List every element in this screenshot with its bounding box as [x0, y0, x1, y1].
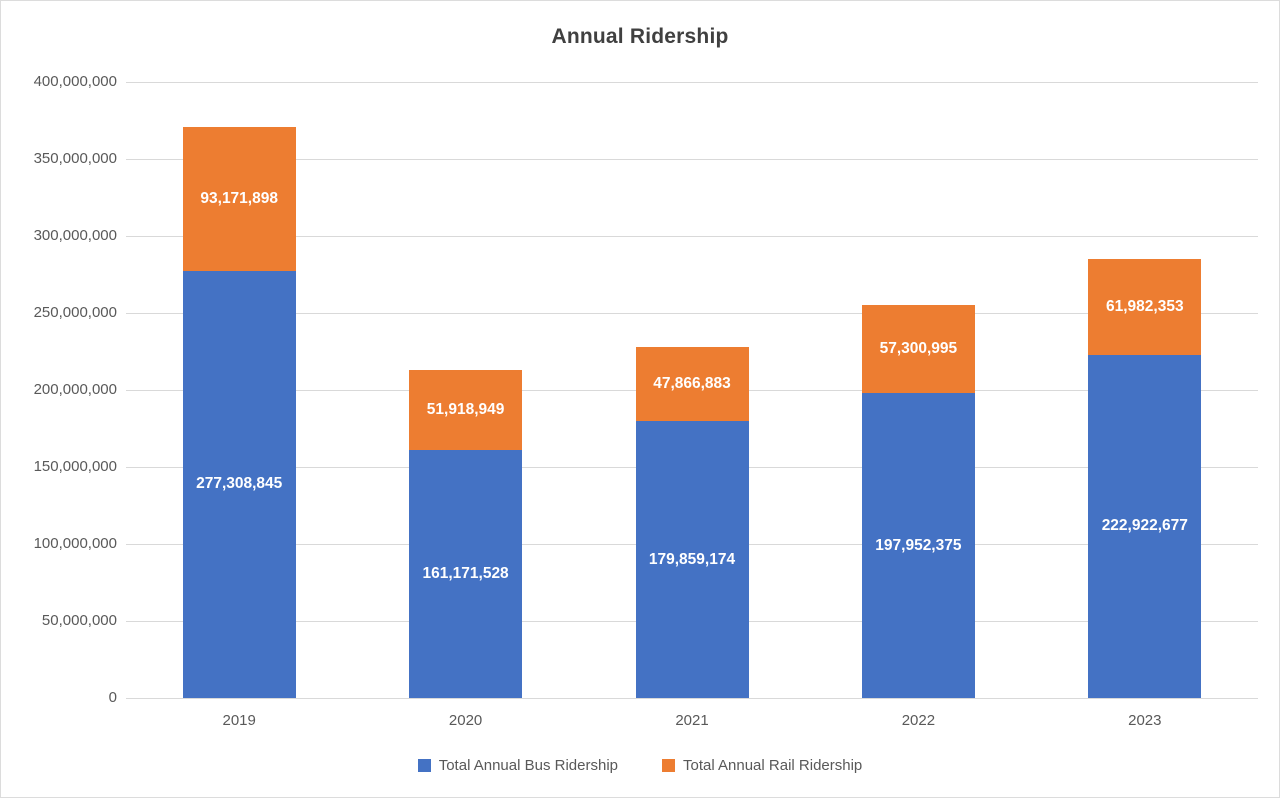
bar-segment: 197,952,375	[861, 393, 975, 698]
gridline	[126, 312, 1258, 314]
bar-2022: 197,952,375 57,300,995	[861, 82, 975, 698]
bus-legend-swatch-icon	[417, 759, 431, 772]
segment-data-label: 51,918,949	[426, 400, 505, 418]
bar-2020: 161,171,528 51,918,949	[409, 82, 523, 698]
rail-legend-swatch-icon	[662, 759, 675, 772]
x-category-label: 2019	[222, 712, 256, 729]
bar-2021: 179,859,174 47,866,883	[635, 82, 749, 698]
bar-segment: 51,918,949	[409, 369, 523, 450]
bar-2019: 277,308,845 93,171,898	[182, 82, 296, 698]
legend-label-bus: Total Annual Bus Ridership	[438, 757, 618, 774]
legend-label-rail: Total Annual Rail Ridership	[683, 757, 863, 774]
legend: Total Annual Bus Ridership Total Annual …	[1, 757, 1279, 774]
segment-data-label: 161,171,528	[422, 564, 509, 582]
bar-segment: 277,308,845	[182, 270, 296, 698]
segment-data-label: 179,859,174	[648, 550, 736, 568]
bar-2023: 222,922,677 61,982,353	[1088, 82, 1202, 698]
segment-data-label: 47,866,883	[653, 375, 731, 393]
segment-data-label: 197,952,375	[875, 536, 962, 554]
x-category-label: 2021	[675, 712, 709, 729]
bar-segment: 61,982,353	[1088, 259, 1202, 355]
y-tick-label: 300,000,000	[33, 227, 117, 244]
bar-segment: 222,922,677	[1088, 354, 1202, 698]
segment-data-label: 277,308,845	[196, 475, 283, 493]
segment-data-label: 222,922,677	[1101, 517, 1188, 535]
y-tick-label: 100,000,000	[33, 535, 117, 552]
y-tick-label: 400,000,000	[33, 73, 117, 90]
gridline	[126, 697, 1258, 699]
y-tick-label: 150,000,000	[33, 458, 117, 475]
bar-segment: 93,171,898	[182, 127, 296, 271]
chart-title: Annual Ridership	[551, 25, 729, 48]
y-tick-label: 0	[108, 689, 117, 706]
legend-item-bus: Total Annual Bus Ridership	[417, 757, 618, 774]
segment-data-label: 61,982,353	[1106, 297, 1184, 315]
x-category-label: 2022	[901, 712, 936, 729]
y-tick-label: 350,000,000	[33, 150, 117, 167]
bar-segment: 179,859,174	[635, 421, 749, 698]
y-tick-label: 200,000,000	[33, 381, 117, 398]
bar-segment: 57,300,995	[861, 304, 975, 394]
segment-data-label: 57,300,995	[879, 340, 958, 358]
bar-segment: 47,866,883	[635, 347, 749, 422]
y-tick-label: 250,000,000	[33, 304, 117, 321]
x-category-label: 2023	[1128, 712, 1162, 729]
gridline	[126, 81, 1258, 83]
bar-segment: 161,171,528	[409, 449, 523, 698]
y-tick-label: 50,000,000	[41, 612, 117, 629]
x-category-label: 2020	[448, 712, 483, 729]
gridline	[126, 235, 1258, 237]
segment-data-label: 93,171,898	[200, 190, 278, 208]
gridline	[126, 158, 1258, 160]
plot-area: 277,308,845 93,171,898 161,171,528 51,918,9…	[126, 81, 1258, 699]
legend-item-rail: Total Annual Rail Ridership	[662, 757, 862, 774]
